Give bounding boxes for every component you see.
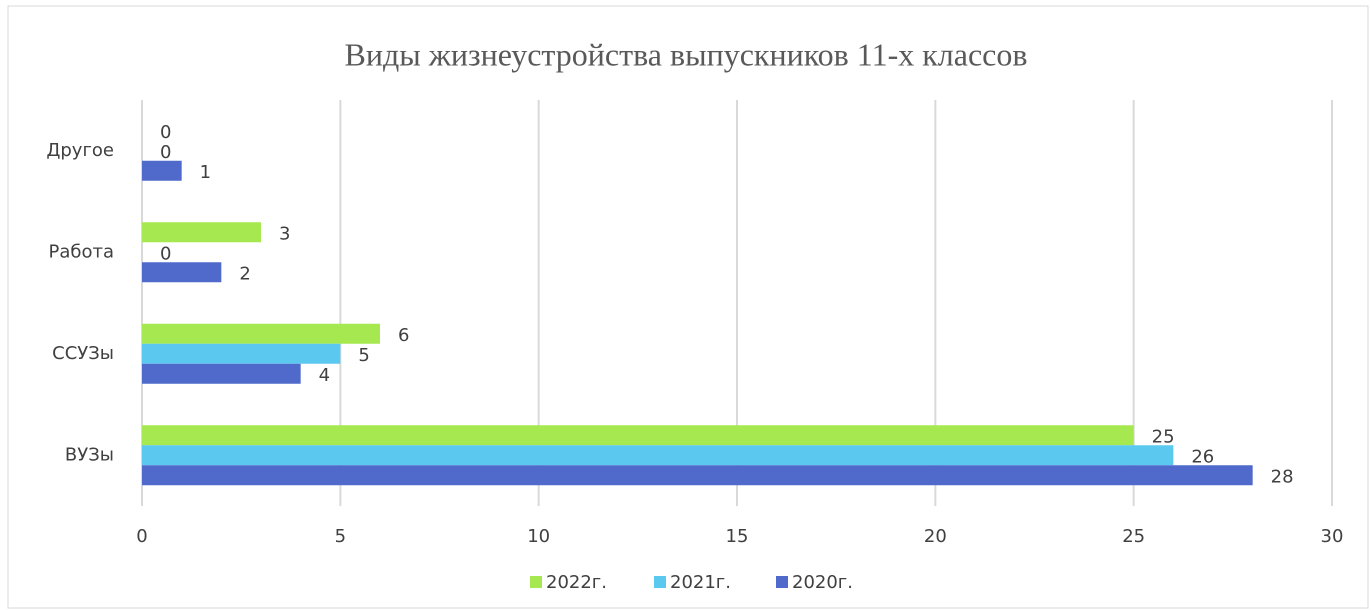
legend-swatch — [530, 576, 542, 588]
bar — [142, 222, 261, 243]
x-tick-label: 5 — [335, 526, 346, 547]
bar — [142, 160, 182, 181]
y-tick-label: ССУЗы — [52, 343, 114, 364]
chart-frame — [7, 5, 1369, 609]
bar — [142, 343, 341, 364]
data-label: 1 — [200, 162, 211, 183]
data-label: 0 — [160, 142, 171, 163]
y-tick-label: Работа — [48, 241, 114, 262]
data-label: 3 — [279, 223, 290, 244]
y-tick-label: Другое — [46, 140, 114, 161]
x-tick-label: 10 — [527, 526, 550, 547]
bar — [142, 363, 301, 384]
data-label: 28 — [1271, 466, 1294, 487]
data-label: 0 — [160, 122, 171, 143]
data-label: 4 — [319, 365, 330, 386]
data-label: 5 — [358, 345, 369, 366]
data-label: 2 — [239, 263, 250, 284]
data-label: 26 — [1191, 446, 1214, 467]
bar — [142, 425, 1134, 446]
x-tick-label: 20 — [924, 526, 947, 547]
data-label: 0 — [160, 243, 171, 264]
legend-label: 2020г. — [792, 572, 853, 593]
bar — [142, 445, 1174, 466]
bar — [142, 262, 222, 283]
chart-title: Виды жизнеустройства выпускников 11-х кл… — [345, 36, 1028, 72]
y-tick-label: ВУЗы — [65, 444, 114, 465]
x-tick-label: 25 — [1122, 526, 1145, 547]
legend-label: 2022г. — [546, 572, 607, 593]
legend-swatch — [654, 576, 666, 588]
x-tick-label: 30 — [1321, 526, 1344, 547]
x-tick-label: 0 — [136, 526, 147, 547]
bar — [142, 465, 1253, 486]
legend-swatch — [776, 576, 788, 588]
data-label: 25 — [1152, 426, 1175, 447]
bar — [142, 323, 380, 344]
legend-label: 2021г. — [670, 572, 731, 593]
data-label: 6 — [398, 325, 409, 346]
x-tick-label: 15 — [726, 526, 749, 547]
